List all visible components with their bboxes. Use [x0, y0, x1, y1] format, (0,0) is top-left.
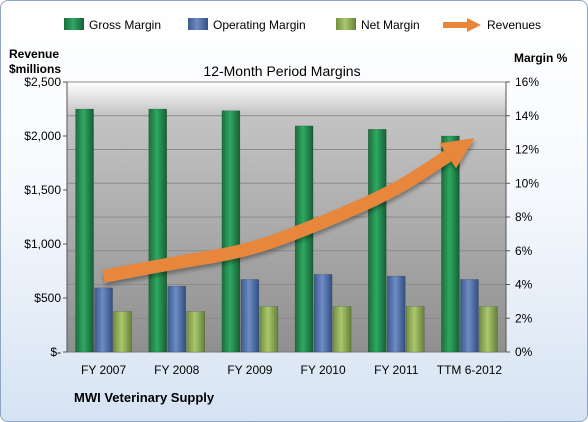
category-label: FY 2007 — [81, 363, 126, 377]
left-tick-label: $1,000 — [24, 237, 61, 251]
left-tick-label: $- — [50, 345, 61, 359]
net-margin-bar — [113, 311, 132, 353]
gross-margin-bar — [221, 110, 241, 353]
left-axis-label-line2: $millions — [9, 62, 61, 76]
right-tick-label: 6% — [515, 244, 533, 258]
legend: Gross Margin Operating Margin Net Margin… — [64, 18, 541, 32]
legend-swatch-gross-margin — [64, 18, 84, 30]
company-name: MWI Veterinary Supply — [74, 390, 215, 405]
operating-margin-bar — [387, 275, 406, 353]
operating-margin-bar — [167, 285, 186, 353]
left-tick-label: $1,500 — [24, 183, 61, 197]
net-margin-bar — [186, 311, 205, 353]
left-tick-label: $2,000 — [24, 129, 61, 143]
legend-swatch-revenues — [443, 18, 481, 32]
category-label: FY 2010 — [301, 363, 346, 377]
legend-swatch-operating-margin — [188, 18, 208, 30]
legend-swatch-net-margin — [336, 18, 356, 30]
right-axis-label: Margin % — [514, 51, 568, 65]
gross-margin-bar — [368, 129, 387, 353]
operating-margin-bar — [94, 287, 113, 353]
gross-margin-bar — [75, 108, 94, 353]
legend-label-net-margin: Net Margin — [361, 18, 420, 32]
left-axis-label-line1: Revenue — [9, 47, 59, 61]
right-tick-label: 8% — [515, 210, 533, 224]
axes: $- $500 $1,000 $1,500 $2,000 $2,500 0% 2% 4% 6% 8%… — [24, 75, 539, 377]
net-margin-bar — [332, 306, 352, 353]
net-margin-bar — [259, 306, 279, 353]
chart-title: 12-Month Period Margins — [203, 63, 360, 79]
legend-label-gross-margin: Gross Margin — [89, 18, 161, 32]
gridlines — [67, 81, 506, 353]
legend-label-revenues: Revenues — [487, 18, 541, 32]
category-label: FY 2011 — [374, 363, 419, 377]
legend-label-operating-margin: Operating Margin — [213, 18, 306, 32]
right-tick-label: 10% — [515, 176, 539, 190]
operating-margin-bar — [240, 279, 260, 353]
gross-margin-bar — [441, 135, 460, 353]
right-tick-label: 4% — [515, 278, 533, 292]
category-label: FY 2009 — [227, 363, 272, 377]
right-tick-label: 2% — [515, 311, 533, 325]
operating-margin-bar — [460, 279, 479, 353]
revenue-line-path — [102, 150, 452, 283]
revenue-series — [102, 138, 475, 283]
right-tick-label: 0% — [515, 345, 533, 359]
revenue-line — [102, 138, 475, 283]
right-tick-label: 14% — [515, 109, 539, 123]
right-tick-label: 16% — [515, 75, 539, 89]
operating-margin-bar — [313, 274, 333, 353]
category-label: TTM 6-2012 — [437, 363, 503, 377]
category-label: FY 2008 — [154, 363, 199, 377]
left-tick-label: $500 — [34, 291, 61, 305]
right-tick-label: 12% — [515, 143, 539, 157]
gross-margin-bar — [148, 108, 167, 353]
net-margin-bar — [479, 306, 498, 353]
revenue-arrowhead — [439, 138, 475, 169]
net-margin-bar — [406, 306, 425, 353]
left-tick-label: $2,500 — [24, 75, 61, 89]
